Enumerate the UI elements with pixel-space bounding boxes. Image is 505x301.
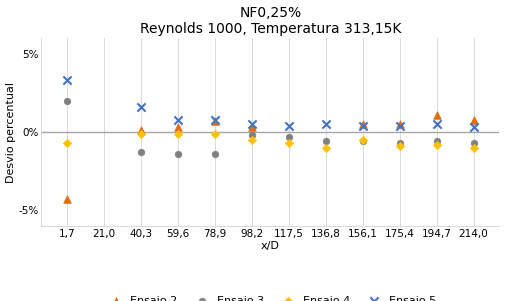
Ensaio 4 [433,142,441,147]
Ensaio 4 [285,141,293,145]
Ensaio 5 [211,117,219,122]
Ensaio 3 [470,141,478,145]
Ensaio 3 [137,150,145,155]
Y-axis label: Desvio percentual: Desvio percentual [6,82,16,182]
Ensaio 3 [322,138,330,143]
Ensaio 5 [174,117,182,122]
Ensaio 4 [137,131,145,136]
Ensaio 2 [137,128,145,133]
Ensaio 2 [395,122,403,127]
Ensaio 4 [395,144,403,148]
Ensaio 4 [63,141,71,145]
Ensaio 2 [211,119,219,123]
Ensaio 2 [433,113,441,117]
Legend: Ensaio 2, Ensaio 3, Ensaio 4, Ensaio 5: Ensaio 2, Ensaio 3, Ensaio 4, Ensaio 5 [100,291,440,301]
Ensaio 5 [470,124,478,129]
Ensaio 5 [359,123,367,128]
Ensaio 2 [174,124,182,129]
Ensaio 5 [322,122,330,127]
Ensaio 2 [63,197,71,202]
Ensaio 3 [211,151,219,156]
X-axis label: x/D: x/D [261,241,280,251]
Ensaio 3 [395,141,403,145]
Ensaio 2 [359,122,367,127]
Title: NF0,25%
Reynolds 1000, Temperatura 313,15K: NF0,25% Reynolds 1000, Temperatura 313,1… [140,5,401,36]
Ensaio 4 [322,145,330,150]
Ensaio 4 [248,138,256,142]
Ensaio 5 [137,105,145,110]
Ensaio 3 [285,134,293,139]
Ensaio 4 [359,138,367,142]
Ensaio 5 [63,78,71,83]
Ensaio 3 [433,139,441,144]
Ensaio 5 [285,123,293,128]
Ensaio 5 [395,123,403,128]
Ensaio 5 [433,122,441,127]
Ensaio 2 [248,125,256,130]
Ensaio 4 [211,132,219,137]
Ensaio 3 [63,98,71,103]
Ensaio 4 [174,132,182,137]
Ensaio 4 [470,145,478,150]
Ensaio 3 [248,133,256,138]
Ensaio 3 [174,151,182,156]
Ensaio 2 [470,117,478,122]
Ensaio 5 [248,122,256,127]
Ensaio 3 [359,138,367,143]
